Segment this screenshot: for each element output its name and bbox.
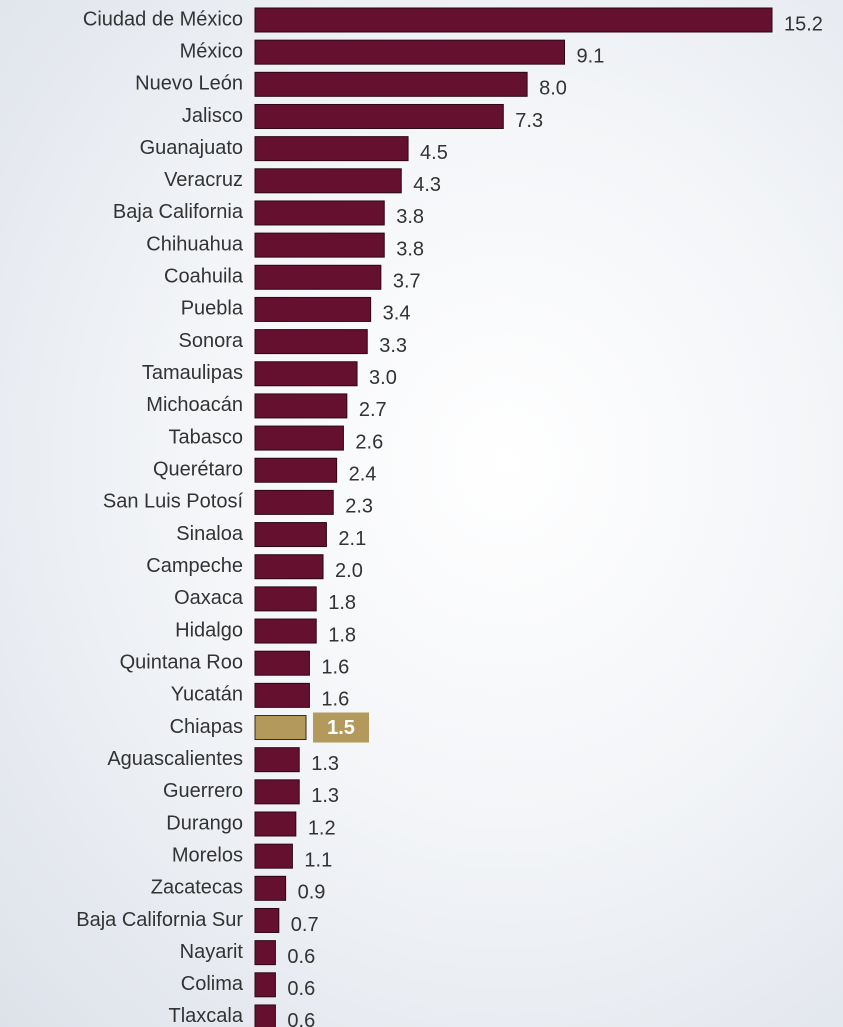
category-label: Durango xyxy=(166,812,243,834)
bar xyxy=(254,39,566,65)
value-label: 3.7 xyxy=(393,271,421,293)
bar xyxy=(254,489,334,515)
category-label: Baja California Sur xyxy=(76,909,243,931)
category-label: Tabasco xyxy=(169,426,244,448)
value-label: 1.3 xyxy=(311,785,339,807)
category-label: Sonora xyxy=(179,330,244,352)
category-label: Guerrero xyxy=(163,780,243,802)
category-label: Nuevo León xyxy=(135,73,243,95)
bar xyxy=(254,393,348,419)
value-label: 1.8 xyxy=(328,592,356,614)
value-label: 4.3 xyxy=(413,174,441,196)
category-label: Veracruz xyxy=(164,169,243,191)
category-label: Tlaxcala xyxy=(169,1005,244,1027)
bar xyxy=(254,618,317,644)
bar xyxy=(254,747,300,773)
bar xyxy=(254,71,528,97)
value-label: 1.5 xyxy=(327,717,355,739)
value-label: 3.8 xyxy=(396,206,424,228)
category-label: Aguascalientes xyxy=(107,748,243,770)
value-label: 3.4 xyxy=(383,303,411,325)
bar xyxy=(254,715,307,741)
bar xyxy=(254,940,276,966)
bar xyxy=(254,843,293,869)
value-label: 0.7 xyxy=(291,914,319,936)
value-label: 1.3 xyxy=(311,753,339,775)
value-label: 3.8 xyxy=(396,238,424,260)
value-label: 2.4 xyxy=(349,464,377,486)
value-label: 2.1 xyxy=(338,528,366,550)
category-label: Chiapas xyxy=(170,716,243,738)
bar xyxy=(254,296,372,322)
bar xyxy=(254,329,368,355)
value-label: 1.2 xyxy=(308,817,336,839)
category-label: Hidalgo xyxy=(175,619,243,641)
value-label: 4.5 xyxy=(420,142,448,164)
category-label: San Luis Potosí xyxy=(103,491,244,513)
value-label: 15.2 xyxy=(784,13,823,35)
bar xyxy=(254,779,300,805)
category-label: Jalisco xyxy=(182,105,243,127)
value-label: 0.6 xyxy=(287,1010,315,1027)
bar xyxy=(254,425,344,451)
value-label: 1.6 xyxy=(321,656,349,678)
bar xyxy=(254,457,338,483)
bar xyxy=(254,522,327,548)
value-label: 1.8 xyxy=(328,624,356,646)
category-label: Tamaulipas xyxy=(142,362,243,384)
bar xyxy=(254,1004,276,1027)
bar xyxy=(254,232,385,258)
value-label: 0.6 xyxy=(287,978,315,1000)
bar xyxy=(254,554,324,580)
bar xyxy=(254,361,358,387)
bar xyxy=(254,811,297,837)
value-label: 3.3 xyxy=(379,335,407,357)
value-label: 1.6 xyxy=(321,689,349,711)
value-label: 3.0 xyxy=(369,367,397,389)
value-label: 8.0 xyxy=(539,78,567,100)
category-label: Sinaloa xyxy=(176,523,244,545)
value-label: 7.3 xyxy=(515,110,543,132)
category-label: Querétaro xyxy=(153,459,243,481)
category-label: Campeche xyxy=(146,555,243,577)
value-label-box xyxy=(313,712,370,743)
category-label: Ciudad de México xyxy=(83,8,243,30)
bar xyxy=(254,972,276,998)
category-label: Morelos xyxy=(172,844,243,866)
category-label: Oaxaca xyxy=(174,587,244,609)
category-label: Colima xyxy=(181,973,244,995)
value-label: 2.7 xyxy=(359,399,387,421)
category-label: Guanajuato xyxy=(140,137,243,159)
value-label: 9.1 xyxy=(577,45,605,67)
value-label: 2.0 xyxy=(335,560,363,582)
category-label: Michoacán xyxy=(146,394,243,416)
value-label: 0.9 xyxy=(298,882,326,904)
value-label: 1.1 xyxy=(304,849,332,871)
value-label: 2.6 xyxy=(355,431,383,453)
category-label: Zacatecas xyxy=(151,877,243,899)
category-label: Nayarit xyxy=(180,941,244,963)
bar xyxy=(254,875,287,901)
category-label: Chihuahua xyxy=(146,233,244,255)
bar xyxy=(254,264,382,290)
bar xyxy=(254,103,504,129)
bar xyxy=(254,586,317,612)
bar xyxy=(254,7,773,33)
bar xyxy=(254,200,385,226)
bar xyxy=(254,168,402,194)
category-label: Quintana Roo xyxy=(120,651,243,673)
value-label: 0.6 xyxy=(287,946,315,968)
value-label: 2.3 xyxy=(345,496,373,518)
category-label: Coahuila xyxy=(164,266,244,288)
bar xyxy=(254,907,280,933)
category-label: México xyxy=(180,40,243,62)
bar xyxy=(254,136,409,162)
category-label: Baja California xyxy=(113,201,244,223)
bar xyxy=(254,650,310,676)
category-label: Yucatán xyxy=(171,684,243,706)
bar xyxy=(254,682,310,708)
category-label: Puebla xyxy=(181,298,244,320)
